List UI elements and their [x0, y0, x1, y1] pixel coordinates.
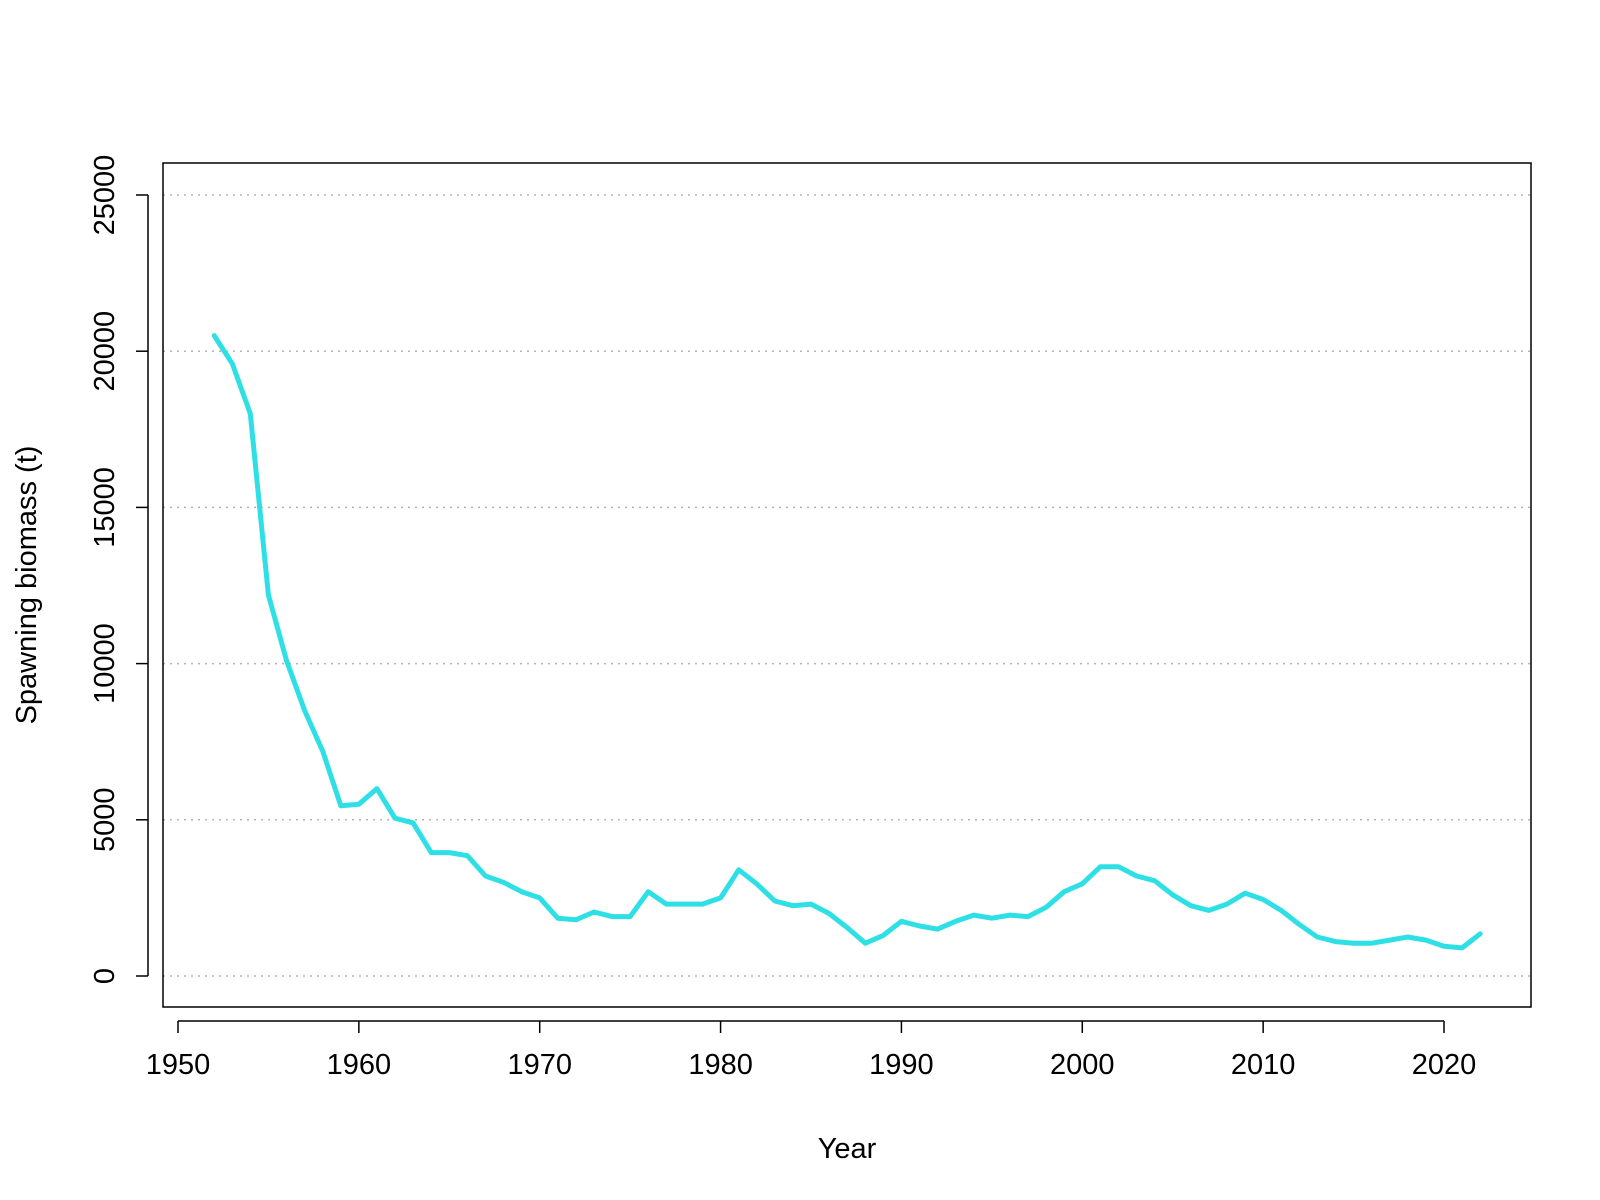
y-tick-label: 10000: [89, 623, 121, 704]
grid-lines: [163, 194, 1531, 977]
y-tick-label: 25000: [89, 155, 121, 236]
y-tick-label: 5000: [89, 788, 121, 853]
y-tick-label: 0: [89, 968, 121, 984]
y-axis: 0 5000 10000 15000 20000 25000: [89, 155, 149, 984]
x-tick-label: 2010: [1231, 1049, 1296, 1081]
plot-area: [162, 162, 1532, 1008]
x-tick-label: 1970: [507, 1049, 572, 1081]
series-layer: [211, 333, 1483, 951]
x-tick-label: 2000: [1050, 1049, 1115, 1081]
x-axis: 1950 1960 1970 1980 1990 2000 2010 2020: [146, 1020, 1477, 1081]
x-tick-label: 2020: [1412, 1049, 1477, 1081]
x-tick-label: 1980: [688, 1049, 753, 1081]
x-tick-label: 1990: [869, 1049, 934, 1081]
y-axis-label: Spawning biomass (t): [11, 446, 43, 725]
x-tick-label: 1960: [327, 1049, 392, 1081]
x-tick-label: 1950: [146, 1049, 211, 1081]
x-axis-label: Year: [818, 1133, 877, 1165]
y-tick-label: 20000: [89, 311, 121, 392]
series-line: [211, 333, 1483, 951]
y-tick-label: 15000: [89, 467, 121, 548]
